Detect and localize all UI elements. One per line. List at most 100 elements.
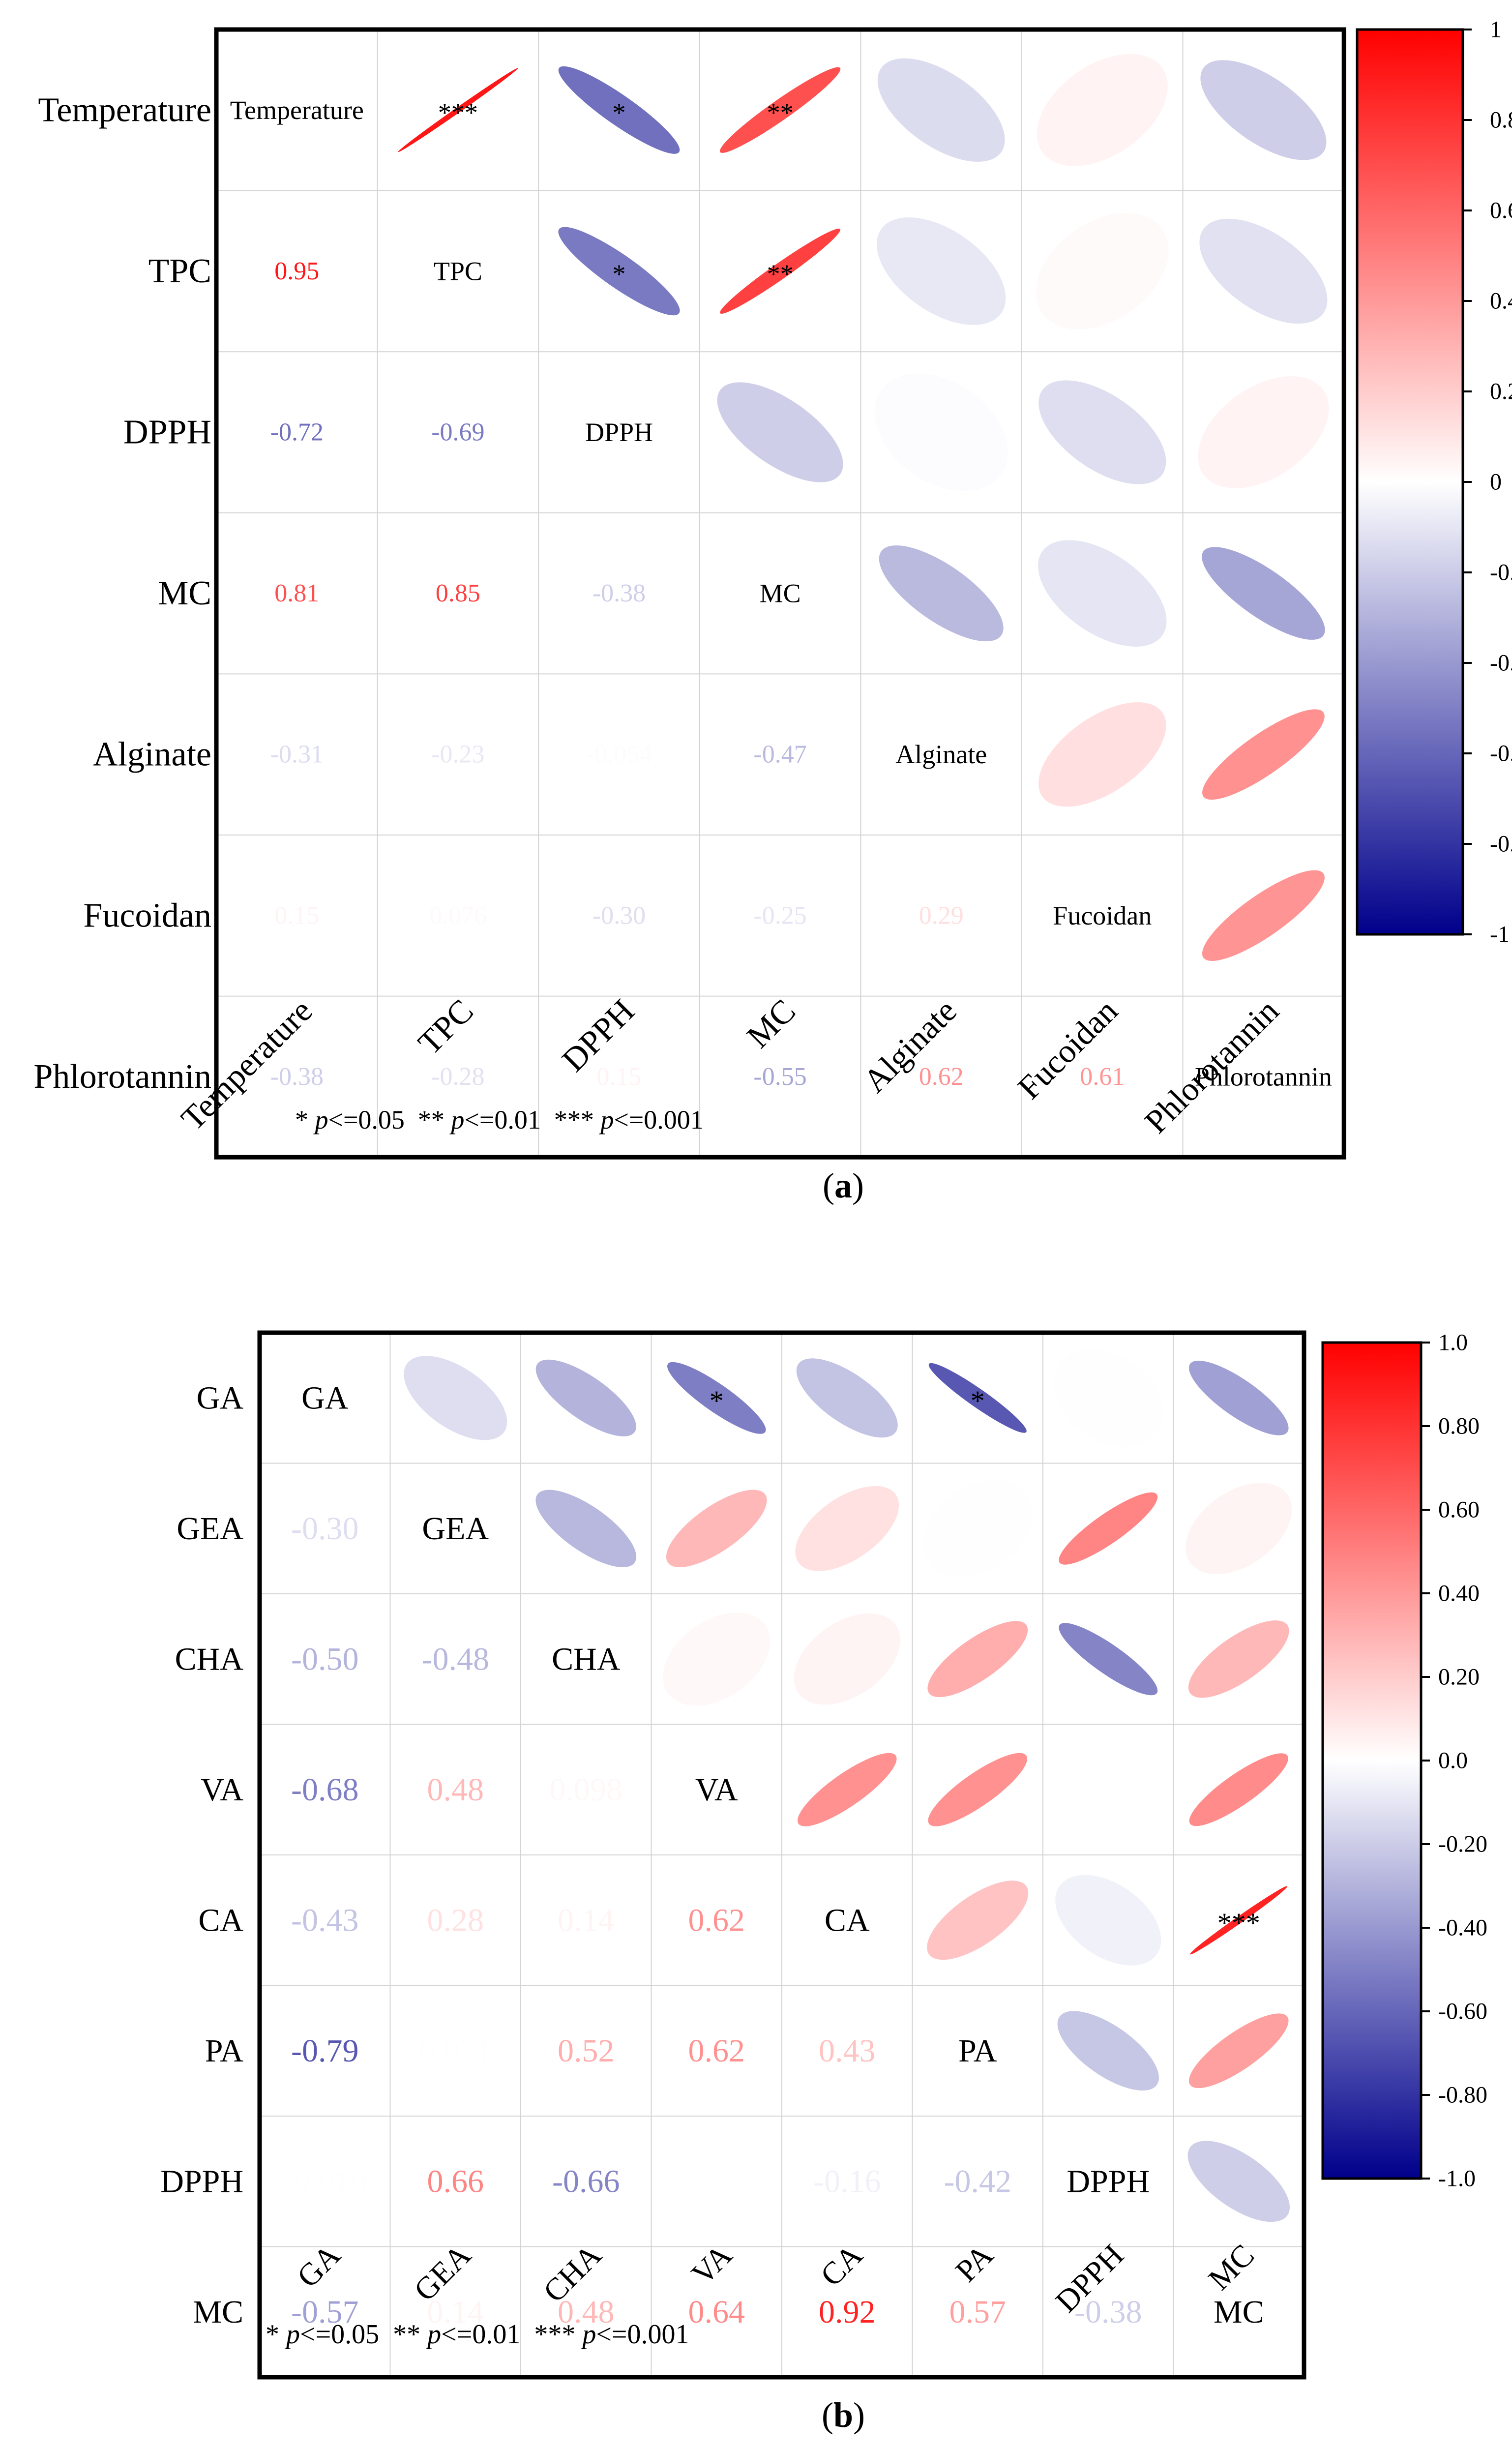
significance-legend-part: <=0.001 (596, 2319, 689, 2350)
correlation-ellipse (666, 1490, 767, 1567)
colorbar-tick-label: 0.80 (1438, 1413, 1480, 1439)
correlation-value: 0.15 (597, 1063, 642, 1091)
correlation-value: -0.50 (291, 1641, 358, 1677)
significance-legend-part: p (449, 1105, 464, 1135)
colorbar-tick-label: 0.2 (1490, 379, 1512, 405)
correlation-ellipse (717, 382, 843, 482)
colorbar (1356, 28, 1464, 936)
colorbar-tick-label: -0.60 (1438, 1999, 1487, 2025)
correlation-ellipse (667, 1362, 766, 1434)
correlation-ellipse (1038, 540, 1167, 647)
correlation-value: -0.28 (431, 1063, 484, 1091)
correlation-value: -0.43 (291, 1902, 358, 1938)
correlation-ellipse (1190, 1886, 1288, 1955)
diagonal-label: MC (1214, 2294, 1264, 2330)
correlation-value: -0.16 (813, 2163, 881, 2199)
correlation-ellipse (877, 217, 1006, 325)
correlation-ellipse (1037, 54, 1168, 166)
correlation-ellipse (794, 1613, 900, 1705)
significance-legend: * p<=0.05 ** p<=0.01 *** p<=0.001 (295, 1105, 704, 1135)
correlation-value: -0.66 (552, 2163, 620, 2199)
significance-marker: *** (438, 98, 478, 127)
colorbar-tick-label: 0.4 (1490, 288, 1512, 314)
caption-close-paren: ) (853, 2395, 865, 2435)
row-label-cha: CHA (175, 1641, 244, 1677)
correlation-ellipse (404, 1356, 507, 1440)
colorbar-tick-label: -0.6 (1490, 741, 1512, 767)
correlation-ellipse (1188, 1360, 1289, 1435)
colorbar-tick-label: -0.8 (1490, 831, 1512, 857)
correlation-ellipse (874, 373, 1008, 491)
significance-legend-part: <=0.05 ** (300, 2319, 427, 2350)
correlation-ellipse (663, 1612, 771, 1706)
correlation-value: 0.43 (819, 2033, 876, 2069)
significance-legend-part: p (284, 2319, 300, 2350)
diagonal-label: DPPH (1067, 2163, 1150, 2199)
plot-frame (214, 27, 1346, 1160)
correlation-value: -0.30 (291, 1511, 358, 1547)
row-label-tpc: TPC (148, 252, 211, 290)
correlation-ellipse (797, 1753, 897, 1826)
colorbar-tick-label: -1 (1490, 922, 1510, 948)
correlation-ellipse (535, 1359, 636, 1436)
diagonal-label: CHA (552, 1641, 621, 1677)
correlation-value: 0.29 (919, 901, 964, 929)
colorbar-tick-label: -0.40 (1438, 1915, 1487, 1941)
correlation-ellipse (1188, 2013, 1289, 2089)
significance-legend-part: <=0.001 (614, 1105, 703, 1135)
correlation-ellipse (796, 1358, 898, 1438)
correlation-ellipse (927, 1621, 1028, 1698)
correlation-value: -0.38 (593, 579, 646, 607)
correlation-ellipse (1199, 218, 1328, 324)
correlation-ellipse (720, 228, 841, 314)
correlation-ellipse (535, 1490, 637, 1567)
grid-lines (260, 1333, 1304, 2377)
colorbar-tick-label: 0.40 (1438, 1581, 1480, 1607)
correlation-panel-a: Temperature *** * **0.95 TPC * **-0.72 -0.69 DPP… (33, 17, 1512, 1206)
significance-marker: * (710, 1385, 724, 1417)
diagonal-label: Alginate (895, 740, 987, 769)
row-label-mc: MC (193, 2294, 243, 2330)
correlation-ellipse (928, 1753, 1028, 1826)
colorbar-tick-label: 0.8 (1490, 107, 1512, 133)
caption-letter: b (833, 2395, 853, 2435)
correlation-ellipse (1202, 709, 1325, 800)
correlation-ellipse (1053, 1740, 1163, 1839)
correlation-value: -0.42 (944, 2163, 1011, 2199)
correlation-value: -0.31 (270, 741, 324, 769)
caption-open-paren: ( (823, 1166, 834, 1205)
colorbar-tick-label: -0.20 (1438, 1831, 1487, 1857)
significance-marker: * (613, 98, 626, 127)
diagonal-label: Phlorotannin (1195, 1062, 1332, 1091)
correlation-value: 0.52 (558, 2033, 615, 2069)
correlation-value: 0.14 (558, 1902, 615, 1938)
significance-legend-part: p (598, 1105, 614, 1135)
correlation-value: 0.15 (274, 901, 319, 929)
correlation-ellipse (1189, 1753, 1288, 1826)
correlation-ellipse (1186, 1483, 1292, 1575)
row-label-alginate: Alginate (93, 736, 211, 774)
row-label-dpph: DPPH (160, 2163, 243, 2199)
diagonal-label: Fucoidan (1053, 901, 1152, 930)
colorbar-tick-label: -1.0 (1438, 2166, 1476, 2192)
correlation-ellipse (1055, 1875, 1161, 1966)
correlation-value: -0.72 (270, 418, 324, 447)
caption-open-paren: ( (822, 2395, 833, 2435)
row-label-ca: CA (198, 1902, 243, 1938)
correlation-ellipse (1187, 2141, 1290, 2222)
correlation-ellipse (927, 1881, 1029, 1960)
correlation-value: 0.62 (919, 1063, 964, 1091)
correlation-value: -0.48 (422, 1641, 489, 1677)
significance-marker: ** (767, 259, 794, 289)
correlation-value: -0.38 (270, 1063, 324, 1091)
correlation-value: -0.054 (586, 741, 652, 769)
correlation-ellipse (1057, 2011, 1159, 2091)
correlation-ellipse (1038, 380, 1166, 484)
colorbar-tick-label: 1 (1490, 17, 1502, 43)
significance-legend-part: <=0.01 *** (441, 2319, 582, 2350)
row-label-va: VA (201, 1772, 243, 1808)
colorbar-tick-label: -0.80 (1438, 2082, 1487, 2108)
correlation-ellipse (398, 68, 518, 152)
correlation-ellipse (1059, 1492, 1158, 1565)
plot-frame (257, 1330, 1306, 2380)
